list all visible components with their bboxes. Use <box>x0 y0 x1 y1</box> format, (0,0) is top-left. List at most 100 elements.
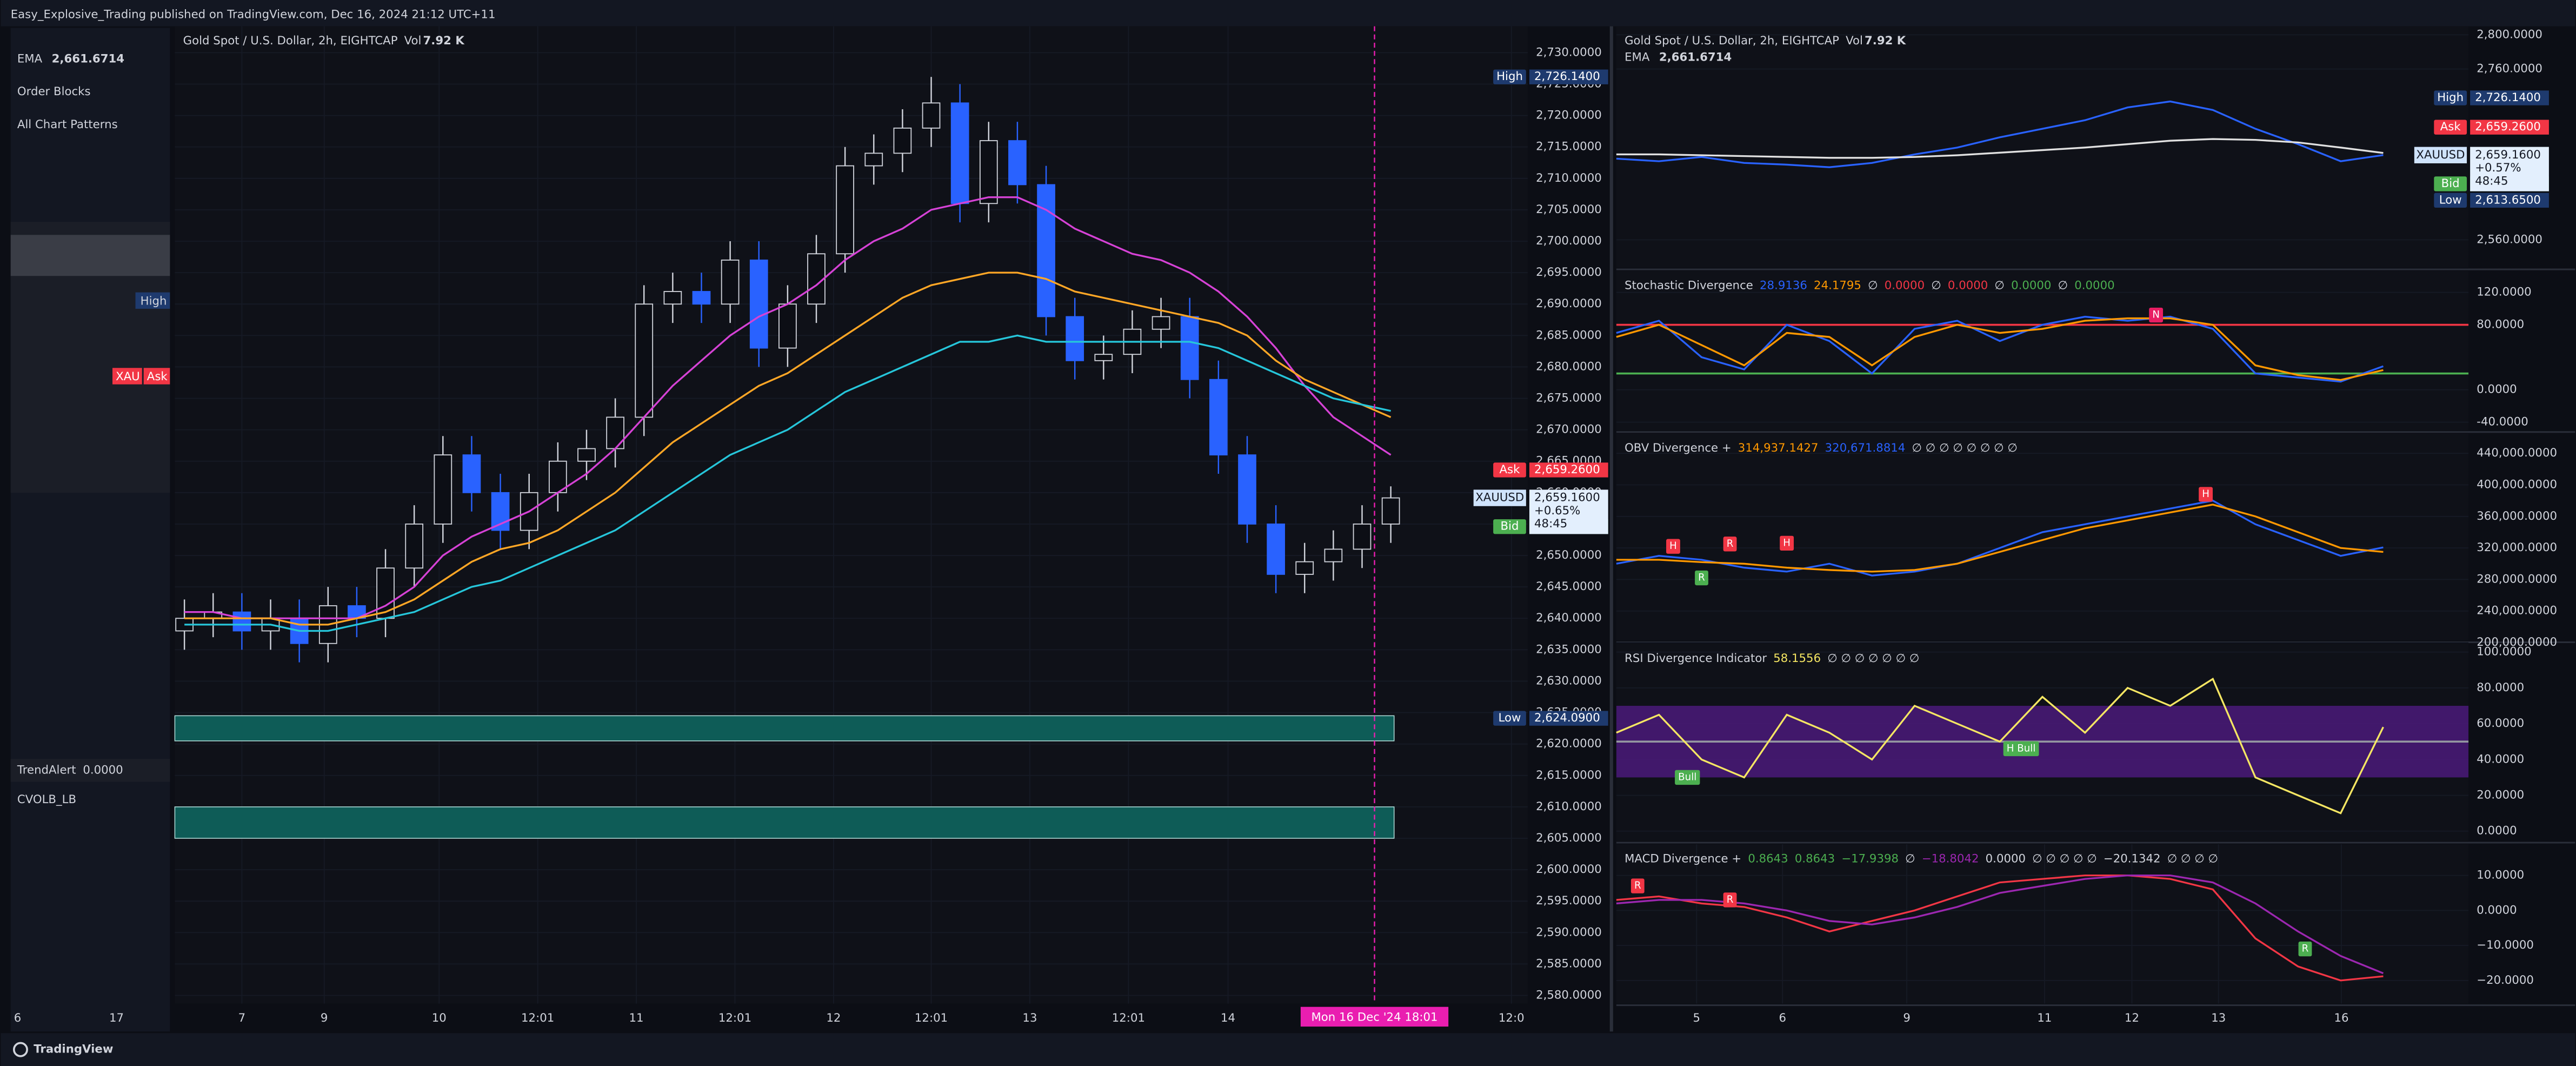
x-tick-label: 12 <box>2125 1011 2139 1025</box>
sidebar-ema-value: 2,661.6714 <box>52 52 124 65</box>
divergence-label: H <box>2202 488 2209 500</box>
legend-text: ∅ <box>1868 279 1878 292</box>
candle-body <box>635 303 654 418</box>
legend-text: 7.92 K <box>423 34 465 48</box>
legend-text: ∅ <box>2058 279 2068 292</box>
legend-text: −18.8042 <box>1922 852 1979 865</box>
divergence-box <box>2298 941 2312 957</box>
legend-text: RSI Divergence Indicator <box>1625 652 1767 665</box>
price-tag: High <box>1496 70 1523 83</box>
candle-body <box>376 567 395 619</box>
y-tick-label: 20.0000 <box>2477 789 2524 802</box>
y-tick-label: 2,695.0000 <box>1536 266 1602 279</box>
sidebar <box>10 28 170 1032</box>
series-line <box>1616 874 2384 975</box>
price-tag: Ask <box>2440 120 2461 134</box>
candle-body <box>434 454 452 525</box>
quote-tag-box <box>1473 489 1526 506</box>
y-tick-label: 280,000.0000 <box>2477 572 2557 586</box>
quote-countdown: 48:45 <box>1534 517 1567 531</box>
legend-text: 28.9136 <box>1760 279 1807 292</box>
y-tick-label: 320,000.0000 <box>2477 541 2557 554</box>
divergence-label: H <box>1669 540 1677 552</box>
legend-text: 24.1795 <box>1814 279 1861 292</box>
x-tick-label: 13 <box>2211 1011 2226 1025</box>
candle-body <box>836 165 855 255</box>
y-tick-label: 0.0000 <box>2477 824 2517 838</box>
x-tick-label: 9 <box>1903 1011 1911 1025</box>
y-tick-label: −10.0000 <box>2477 938 2534 952</box>
sidebar-zone <box>10 235 170 276</box>
legend-text: OBV Divergence + <box>1625 441 1732 455</box>
price-tag-box <box>2434 90 2467 105</box>
candle-body <box>232 611 251 632</box>
y-tick-label: 0.0000 <box>2477 903 2517 917</box>
divergence-box <box>2149 307 2164 323</box>
legend-text: ∅ ∅ ∅ ∅ ∅ <box>2032 852 2097 865</box>
y-tick-label: 10.0000 <box>2477 869 2524 882</box>
price-label: 2,659.2600 <box>2475 120 2541 134</box>
tag <box>112 368 142 385</box>
sidebar-x-label: 17 <box>109 1011 124 1025</box>
y-tick-label: 100.0000 <box>2477 645 2531 659</box>
price-label: 2,726.1400 <box>1534 70 1600 83</box>
price-tag: Ask <box>1500 463 1521 476</box>
quote-box <box>2470 147 2549 191</box>
candle-body <box>1295 561 1314 575</box>
legend-text: ∅ <box>1905 852 1915 865</box>
header-title: Easy_Explosive_Trading published on Trad… <box>11 8 496 21</box>
y-tick-label: 360,000.0000 <box>2477 509 2557 523</box>
candle-body <box>1037 184 1055 317</box>
divergence-box <box>1630 878 1645 893</box>
y-tick-label: 80.0000 <box>2477 318 2524 332</box>
y-tick-label: 40.0000 <box>2477 752 2524 766</box>
legend-text: −20.1342 <box>2104 852 2161 865</box>
legend-text: 58.1556 <box>1773 652 1821 665</box>
candle-body <box>1008 140 1027 186</box>
divergence-box <box>1666 539 1680 554</box>
x-tick-label: 6 <box>1779 1011 1786 1025</box>
chart-panel: 10.0000 0.0000 −10.0000 −20.0000 5 6 9 11 12 13 16… <box>1616 844 2575 1025</box>
chart-panel: 120.0000 80.0000 0.0000 -40.0000 N Stochastic… <box>1616 271 2575 433</box>
x-tick-label: 5 <box>1693 1011 1701 1025</box>
y-tick-label: 2,685.0000 <box>1536 328 1602 342</box>
sidebar-trend-alert: TrendAlert <box>17 763 76 777</box>
quote-tag-box <box>2414 147 2467 163</box>
legend-text: ∅ <box>1994 279 2005 292</box>
quote-change: +0.65% <box>1534 504 1580 518</box>
sidebar-ask-tag: Ask <box>147 370 168 383</box>
quote-symbol: XAUUSD <box>1475 491 1524 505</box>
candle-body <box>749 259 768 349</box>
candle-body <box>979 140 998 204</box>
crosshair-label: Mon 16 Dec '24 18:01 <box>1311 1010 1437 1024</box>
y-tick-label: 2,690.0000 <box>1536 297 1602 310</box>
candle-body <box>1180 316 1199 380</box>
legend-text: 7.92 K <box>1865 34 1907 48</box>
candle-body <box>692 291 711 305</box>
candle-body <box>548 460 567 493</box>
candle-body <box>1267 524 1285 575</box>
price-tag-box <box>2434 120 2467 135</box>
divergence-box <box>2003 741 2039 757</box>
x-tick-label: 12:01 <box>915 1011 948 1025</box>
price-tag: Bid <box>1501 520 1519 533</box>
y-tick-label: 2,605.0000 <box>1536 831 1602 845</box>
candle-body <box>864 153 883 167</box>
y-tick-label: 2,585.0000 <box>1536 957 1602 970</box>
candle-body <box>1353 524 1372 550</box>
price-label-box <box>1529 711 1608 726</box>
sidebar-ema: EMA <box>17 52 43 65</box>
quote-box <box>1529 489 1608 534</box>
y-tick-label: 120.0000 <box>2477 286 2531 299</box>
y-tick-label: 2,600.0000 <box>1536 863 1602 876</box>
sidebar-cvolb: CVOLB_LB <box>17 793 76 806</box>
y-tick-label: 2,645.0000 <box>1536 580 1602 593</box>
chart-panel: 2,800.0000 2,760.0000 2,560.0000 High 2,726.… <box>1616 26 2575 270</box>
legend-text: 2,661.6714 <box>1659 50 1732 64</box>
candle-body <box>1094 354 1113 361</box>
candle-body <box>893 127 912 154</box>
candle-body <box>606 416 624 449</box>
y-tick-label: 2,650.0000 <box>1536 548 1602 562</box>
